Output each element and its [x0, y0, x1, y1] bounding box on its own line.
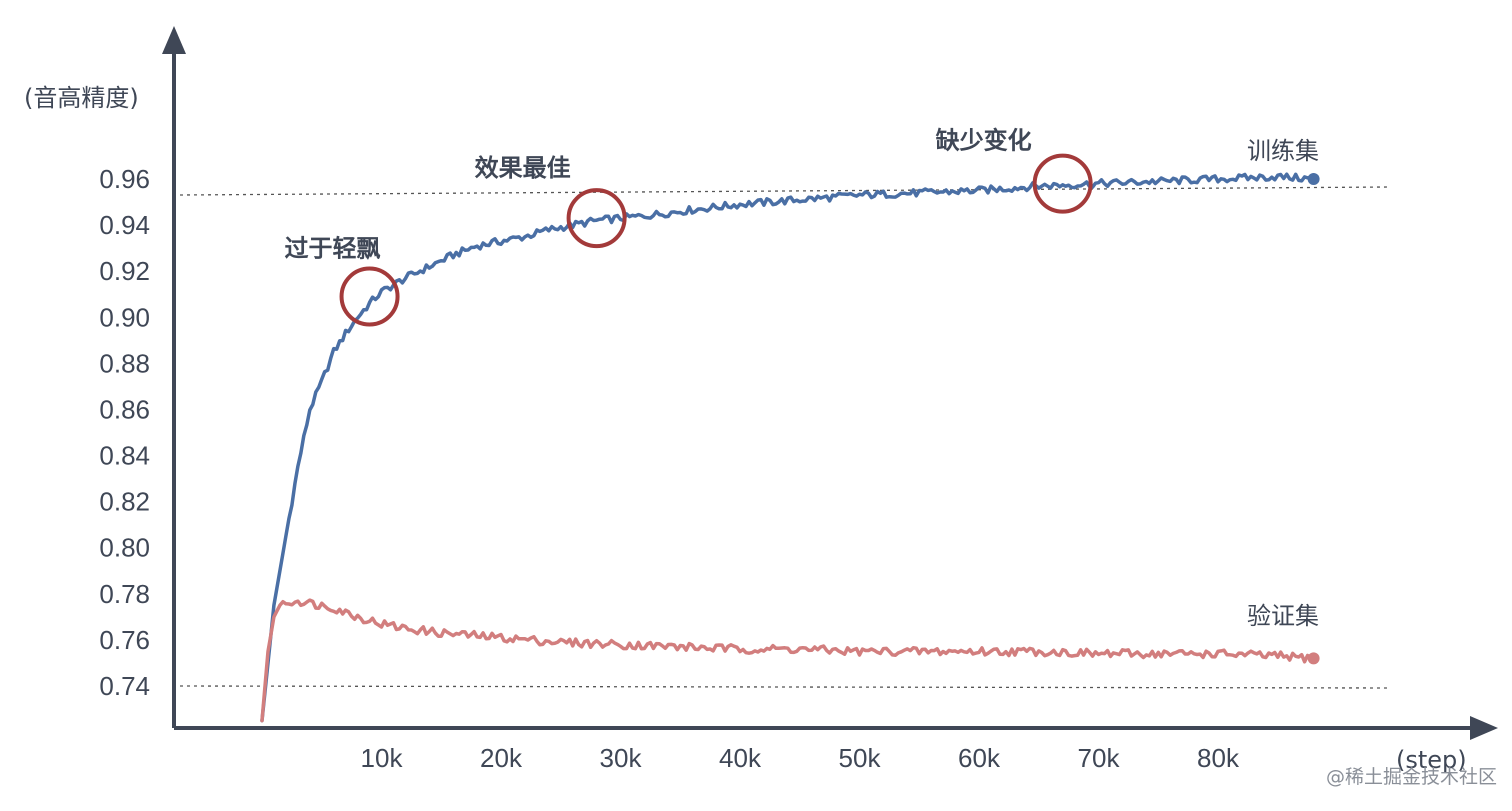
y-axis-label: (音高精度): [24, 84, 139, 112]
reference-line: [179, 685, 1391, 689]
x-tick-label: 70k: [1078, 743, 1121, 773]
x-tick-label: 40k: [719, 743, 762, 773]
annotation-circle: [566, 188, 627, 249]
y-tick-label: 0.74: [99, 671, 150, 701]
y-tick-label: 0.80: [99, 533, 150, 563]
series-label-validation: 验证集: [1247, 602, 1319, 630]
reference-lines: [179, 186, 1391, 689]
series-line-validation: [260, 598, 1316, 723]
x-axis-arrow-icon: [1470, 716, 1498, 740]
x-tick-label: 20k: [480, 743, 523, 773]
annotation-circle: [339, 266, 400, 327]
series-end-marker-training: [1307, 173, 1320, 185]
y-tick-label: 0.88: [99, 348, 150, 378]
reference-line: [179, 186, 1391, 196]
y-tick-label: 0.92: [99, 256, 150, 286]
annotations: 过于轻飘 效果最佳 缺少变化: [285, 127, 1093, 327]
annotation-label: 过于轻飘: [285, 235, 381, 263]
y-tick-label: 0.84: [99, 441, 150, 471]
y-tick-label: 0.90: [99, 302, 150, 332]
x-tick-label: 80k: [1197, 743, 1240, 773]
series-end-marker-validation: [1307, 652, 1320, 665]
series-line-training: [260, 172, 1316, 723]
x-tick-label: 10k: [361, 743, 404, 773]
y-tick-label: 0.96: [99, 164, 150, 194]
annotation-circle: [1032, 153, 1093, 214]
y-tick-labels: 0.74 0.76 0.78 0.80 0.82 0.84 0.86 0.88 0.90 0.92…: [99, 164, 150, 701]
y-tick-label: 0.78: [99, 579, 150, 609]
x-axis-label: (step): [1396, 746, 1467, 774]
series-label-training: 训练集: [1247, 137, 1319, 165]
x-tick-labels: 10k 20k 30k 40k 50k 60k 70k 80k: [361, 743, 1240, 773]
x-tick-label: 50k: [839, 743, 882, 773]
x-tick-label: 30k: [600, 743, 643, 773]
annotation-label: 缺少变化: [936, 127, 1032, 155]
y-tick-label: 0.86: [99, 394, 150, 424]
y-tick-label: 0.82: [99, 487, 150, 517]
annotation-label: 效果最佳: [475, 154, 571, 182]
watermark: @稀土掘金技术社区: [1326, 766, 1497, 788]
y-tick-label: 0.94: [99, 210, 150, 240]
x-tick-label: 60k: [958, 743, 1001, 773]
y-tick-label: 0.76: [99, 625, 150, 655]
y-axis-arrow-icon: [162, 26, 186, 54]
